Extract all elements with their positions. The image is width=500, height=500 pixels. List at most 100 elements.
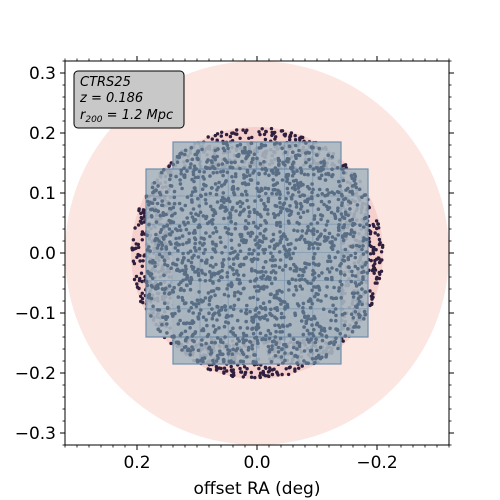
observed-point [302, 193, 307, 198]
observed-point [182, 345, 187, 350]
observed-point [357, 315, 362, 320]
target-point [131, 238, 136, 242]
observed-point [233, 333, 238, 338]
observed-point [246, 231, 251, 235]
observed-point [298, 180, 303, 185]
observed-point [208, 191, 213, 196]
observed-point [264, 260, 268, 264]
observed-point [160, 322, 164, 327]
observed-point [197, 246, 202, 251]
observed-point [256, 289, 261, 293]
observed-point [262, 229, 267, 233]
observed-point [299, 207, 303, 211]
observed-point [303, 199, 307, 203]
observed-point [270, 191, 274, 196]
target-point [377, 242, 382, 247]
target-point [136, 242, 140, 247]
observed-point [190, 300, 194, 305]
observed-point [223, 335, 227, 339]
observed-point [150, 276, 155, 281]
observed-point [177, 269, 182, 273]
observed-point [357, 187, 362, 192]
observed-point [281, 324, 286, 329]
target-point [375, 226, 379, 231]
observed-point [215, 154, 219, 159]
observed-point [229, 232, 234, 237]
observed-point [195, 358, 200, 363]
observed-point [349, 279, 354, 284]
observed-point [223, 180, 228, 184]
target-point [262, 132, 267, 137]
observed-point [240, 181, 245, 186]
observed-point [262, 251, 267, 255]
observed-point [156, 243, 161, 247]
observed-point [292, 228, 296, 233]
observed-point [188, 287, 193, 292]
observed-point [217, 180, 221, 185]
observed-point [246, 221, 251, 226]
observed-point [309, 317, 314, 322]
observed-point [231, 326, 235, 331]
observed-point [313, 252, 317, 256]
observed-point [235, 269, 239, 273]
target-point [369, 258, 373, 263]
observed-point [274, 317, 279, 321]
y-tick-label: 0.0 [29, 244, 56, 264]
target-point [372, 245, 376, 250]
observed-point [346, 213, 351, 218]
observed-point [230, 314, 234, 318]
observed-point [231, 262, 236, 267]
observed-point [289, 351, 294, 356]
observed-point [185, 273, 189, 278]
target-point [376, 233, 380, 237]
target-point [373, 262, 377, 266]
observed-point [212, 330, 217, 334]
observed-point [292, 293, 296, 297]
observed-point [220, 184, 224, 188]
observed-point [208, 204, 213, 209]
observed-point [208, 263, 213, 268]
observed-point [234, 209, 238, 213]
target-point [301, 135, 305, 140]
observed-point [338, 331, 343, 336]
observed-point [193, 186, 197, 190]
observed-point [307, 246, 311, 251]
observed-point [144, 194, 149, 198]
observed-point [336, 225, 341, 230]
observed-point [354, 321, 358, 325]
observed-point [305, 328, 310, 333]
observed-point [219, 198, 224, 203]
target-point [241, 375, 245, 379]
observed-point [268, 331, 273, 336]
observed-point [225, 143, 230, 148]
observed-point [273, 323, 277, 328]
observed-point [238, 291, 243, 296]
observed-point [297, 190, 301, 194]
annotation-box: CTRS25 z = 0.186 r200 = 1.2 Mpc [73, 70, 185, 129]
observed-point [339, 296, 344, 300]
observed-point [177, 224, 182, 229]
observed-point [215, 336, 220, 340]
observed-point [184, 283, 189, 287]
observed-point [266, 186, 271, 191]
observed-point [322, 202, 326, 207]
observed-point [295, 302, 300, 306]
observed-point [348, 189, 353, 194]
observed-point [314, 322, 319, 327]
observed-point [185, 169, 189, 173]
observed-point [343, 247, 348, 252]
observed-point [268, 276, 272, 280]
x-axis-label: offset RA (deg) [194, 479, 321, 499]
observed-point [269, 239, 274, 243]
observed-point [349, 230, 354, 234]
observed-point [220, 251, 224, 255]
observed-point [231, 268, 235, 272]
observed-points-layer [144, 140, 370, 366]
observed-point [346, 255, 351, 260]
observed-point [260, 167, 265, 171]
observed-point [185, 159, 189, 163]
observed-point [318, 176, 322, 181]
observed-point [255, 241, 260, 246]
observed-point [296, 186, 301, 190]
observed-point [331, 310, 336, 315]
